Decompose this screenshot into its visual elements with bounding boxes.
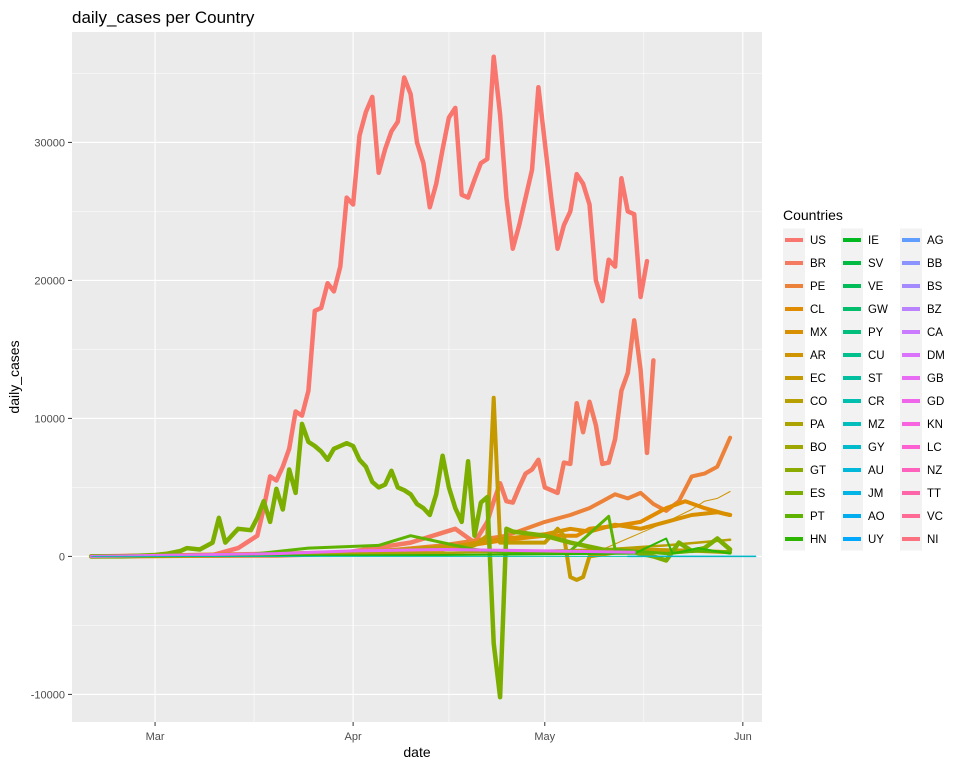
legend-label-vc: VC bbox=[927, 511, 943, 523]
legend-label-gy: GY bbox=[868, 442, 885, 454]
legend-label-pt: PT bbox=[810, 511, 825, 523]
grid-minor bbox=[72, 32, 762, 764]
legend-label-br: BR bbox=[810, 258, 826, 270]
legend-label-mz: MZ bbox=[868, 419, 885, 431]
chart-title: daily_cases per Country bbox=[72, 8, 255, 27]
legend-label-lc: LC bbox=[927, 442, 942, 454]
legend-label-ni: NI bbox=[927, 534, 939, 546]
legend-label-py: PY bbox=[868, 327, 884, 339]
legend-label-au: AU bbox=[868, 465, 884, 477]
x-tick-label: Jun bbox=[734, 731, 752, 743]
legend-label-uy: UY bbox=[868, 534, 884, 546]
legend-label-pe: PE bbox=[810, 281, 826, 293]
legend-label-ie: IE bbox=[868, 235, 879, 247]
series-layer bbox=[88, 54, 757, 700]
legend-label-us: US bbox=[810, 235, 826, 247]
x-tick-label: Mar bbox=[146, 731, 165, 743]
legend-title: Countries bbox=[783, 207, 843, 223]
legend-label-sv: SV bbox=[868, 258, 884, 270]
legend-label-cl: CL bbox=[810, 304, 825, 316]
legend-label-mx: MX bbox=[810, 327, 828, 339]
legend-label-st: ST bbox=[868, 373, 883, 385]
legend-label-cr: CR bbox=[868, 396, 885, 408]
legend-label-pa: PA bbox=[810, 419, 825, 431]
y-tick-label: -10000 bbox=[31, 689, 65, 701]
series-line-es bbox=[88, 421, 733, 700]
legend-label-dm: DM bbox=[927, 350, 945, 362]
legend: Countries US BR PE CL MX AR EC CO PA BO GT ES PT HN IE… bbox=[783, 207, 945, 551]
y-axis-ticks: -10000 0 10000 20000 30000 bbox=[31, 137, 72, 701]
legend-label-kn: KN bbox=[927, 419, 943, 431]
legend-label-cu: CU bbox=[868, 350, 885, 362]
legend-label-gt: GT bbox=[810, 465, 826, 477]
legend-label-jm: JM bbox=[868, 488, 883, 500]
legend-label-co: CO bbox=[810, 396, 827, 408]
series-line-us bbox=[88, 54, 650, 559]
y-tick-label: 0 bbox=[59, 551, 65, 563]
legend-label-nz: NZ bbox=[927, 465, 942, 477]
legend-label-es: ES bbox=[810, 488, 826, 500]
legend-label-ao: AO bbox=[868, 511, 885, 523]
x-tick-label: May bbox=[534, 731, 555, 743]
series-line-br bbox=[88, 318, 656, 559]
legend-label-tt: TT bbox=[927, 488, 941, 500]
legend-label-ar: AR bbox=[810, 350, 826, 362]
series-line-hn bbox=[90, 537, 732, 558]
legend-label-ve: VE bbox=[868, 281, 884, 293]
legend-label-ec: EC bbox=[810, 373, 826, 385]
y-tick-label: 20000 bbox=[34, 275, 65, 287]
legend-label-gw: GW bbox=[868, 304, 888, 316]
x-axis-title: date bbox=[403, 744, 430, 760]
legend-label-bb: BB bbox=[927, 258, 943, 270]
legend-label-bz: BZ bbox=[927, 304, 942, 316]
legend-label-gd: GD bbox=[927, 396, 944, 408]
y-tick-label: 30000 bbox=[34, 137, 65, 149]
legend-label-hn: HN bbox=[810, 534, 827, 546]
x-tick-label: Apr bbox=[345, 731, 362, 743]
y-axis-title: daily_cases bbox=[6, 340, 22, 413]
series-line-gb bbox=[89, 548, 636, 558]
legend-label-gb: GB bbox=[927, 373, 944, 385]
y-tick-label: 10000 bbox=[34, 413, 65, 425]
legend-entries: US BR PE CL MX AR EC CO PA BO GT ES PT HN IE SV VE GW PY CU… bbox=[783, 228, 945, 551]
x-axis-ticks: Mar Apr May Jun bbox=[146, 722, 752, 743]
legend-label-ag: AG bbox=[927, 235, 944, 247]
legend-label-bo: BO bbox=[810, 442, 827, 454]
legend-label-ca: CA bbox=[927, 327, 943, 339]
legend-label-bs: BS bbox=[927, 281, 943, 293]
